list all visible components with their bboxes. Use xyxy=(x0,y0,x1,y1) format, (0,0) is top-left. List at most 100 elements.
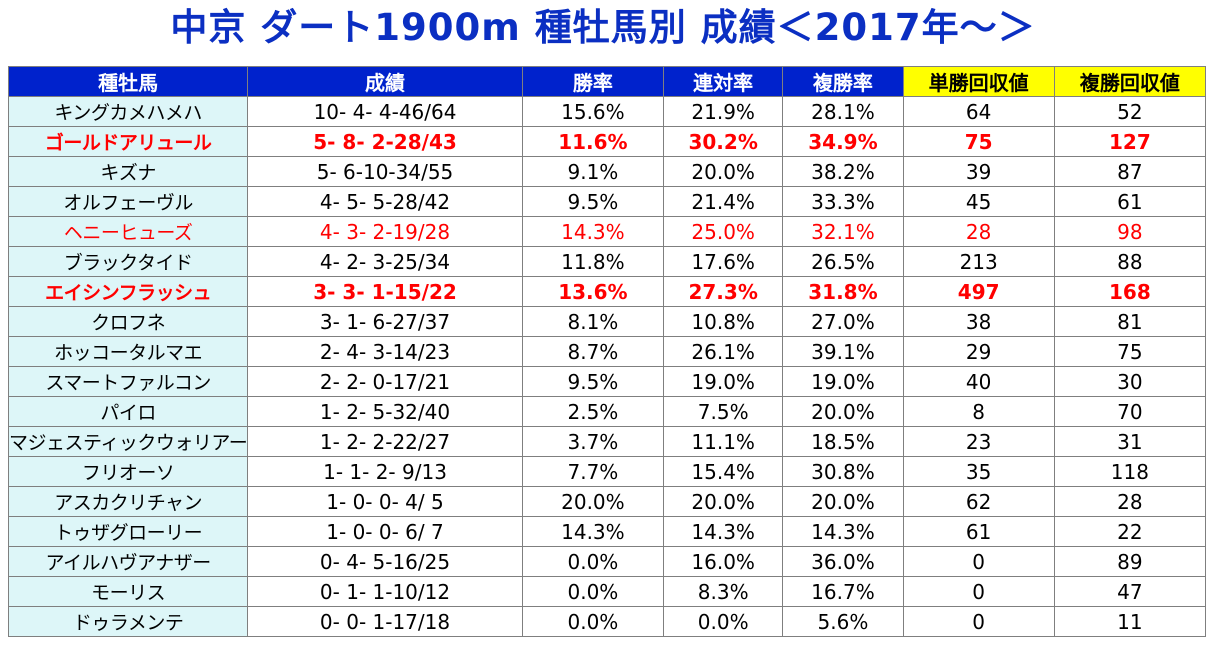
cell-win-rate: 15.6% xyxy=(521,96,665,127)
header-place-return: 複勝回収値 xyxy=(1053,66,1206,97)
cell-quinella-rate: 0.0% xyxy=(663,606,784,637)
cell-record: 1- 0- 0- 4/ 5 xyxy=(247,486,523,517)
cell-quinella-rate: 14.3% xyxy=(663,516,784,547)
table-row: ヘニーヒューズ 4- 3- 2-19/28 14.3% 25.0% 32.1% 28 98 xyxy=(7,216,1206,247)
cell-quinella-rate: 20.0% xyxy=(663,156,784,187)
cell-sire: キズナ xyxy=(7,156,249,187)
cell-sire: ゴールドアリュール xyxy=(7,126,249,157)
cell-win-return: 62 xyxy=(902,486,1055,517)
cell-record: 5- 8- 2-28/43 xyxy=(247,126,523,157)
cell-sire: ホッコータルマエ xyxy=(7,336,249,367)
cell-record: 3- 1- 6-27/37 xyxy=(247,306,523,337)
cell-win-return: 0 xyxy=(902,576,1055,607)
cell-quinella-rate: 10.8% xyxy=(663,306,784,337)
header-record: 成績 xyxy=(247,66,523,97)
cell-quinella-rate: 7.5% xyxy=(663,396,784,427)
cell-sire: エイシンフラッシュ xyxy=(7,276,249,307)
cell-win-return: 75 xyxy=(902,126,1055,157)
cell-record: 3- 3- 1-15/22 xyxy=(247,276,523,307)
cell-record: 4- 5- 5-28/42 xyxy=(247,186,523,217)
cell-sire: フリオーソ xyxy=(7,456,249,487)
cell-win-return: 40 xyxy=(902,366,1055,397)
table-row: パイロ 1- 2- 5-32/40 2.5% 7.5% 20.0% 8 70 xyxy=(7,396,1206,427)
sire-stats-table: 種牡馬 成績 勝率 連対率 複勝率 単勝回収値 複勝回収値 キングカメハメハ 10… xyxy=(7,66,1206,637)
cell-record: 1- 2- 2-22/27 xyxy=(247,426,523,457)
cell-sire: ドゥラメンテ xyxy=(7,606,249,637)
cell-win-return: 0 xyxy=(902,606,1055,637)
table-row: クロフネ 3- 1- 6-27/37 8.1% 10.8% 27.0% 38 81 xyxy=(7,306,1206,337)
cell-place-return: 70 xyxy=(1053,396,1206,427)
cell-win-return: 38 xyxy=(902,306,1055,337)
cell-quinella-rate: 27.3% xyxy=(663,276,784,307)
cell-sire: ブラックタイド xyxy=(7,246,249,277)
cell-quinella-rate: 30.2% xyxy=(663,126,784,157)
cell-quinella-rate: 21.9% xyxy=(663,96,784,127)
cell-place-return: 168 xyxy=(1053,276,1206,307)
cell-record: 2- 2- 0-17/21 xyxy=(247,366,523,397)
cell-quinella-rate: 26.1% xyxy=(663,336,784,367)
cell-win-rate: 0.0% xyxy=(521,546,665,577)
cell-place-return: 52 xyxy=(1053,96,1206,127)
cell-win-return: 61 xyxy=(902,516,1055,547)
cell-win-rate: 9.1% xyxy=(521,156,665,187)
table-row: キズナ 5- 6-10-34/55 9.1% 20.0% 38.2% 39 87 xyxy=(7,156,1206,187)
cell-win-return: 0 xyxy=(902,546,1055,577)
cell-place-rate: 16.7% xyxy=(782,576,904,607)
cell-place-rate: 38.2% xyxy=(782,156,904,187)
table-row: ホッコータルマエ 2- 4- 3-14/23 8.7% 26.1% 39.1% 29 75 xyxy=(7,336,1206,367)
cell-place-rate: 14.3% xyxy=(782,516,904,547)
table-row: トゥザグローリー 1- 0- 0- 6/ 7 14.3% 14.3% 14.3% 61 22 xyxy=(7,516,1206,547)
cell-quinella-rate: 19.0% xyxy=(663,366,784,397)
table-row: エイシンフラッシュ 3- 3- 1-15/22 13.6% 27.3% 31.8% 497… xyxy=(7,276,1206,307)
table-row: ブラックタイド 4- 2- 3-25/34 11.8% 17.6% 26.5% 213 88 xyxy=(7,246,1206,277)
header-quinella-rate: 連対率 xyxy=(663,66,784,97)
table-row: スマートファルコン 2- 2- 0-17/21 9.5% 19.0% 19.0% 40 30 xyxy=(7,366,1206,397)
cell-place-rate: 34.9% xyxy=(782,126,904,157)
cell-place-return: 98 xyxy=(1053,216,1206,247)
table-row: ドゥラメンテ 0- 0- 1-17/18 0.0% 0.0% 5.6% 0 11 xyxy=(7,606,1206,637)
cell-quinella-rate: 8.3% xyxy=(663,576,784,607)
cell-win-return: 23 xyxy=(902,426,1055,457)
table-row: モーリス 0- 1- 1-10/12 0.0% 8.3% 16.7% 0 47 xyxy=(7,576,1206,607)
cell-sire: スマートファルコン xyxy=(7,366,249,397)
cell-record: 0- 1- 1-10/12 xyxy=(247,576,523,607)
cell-win-rate: 11.6% xyxy=(521,126,665,157)
cell-place-return: 22 xyxy=(1053,516,1206,547)
cell-win-return: 497 xyxy=(902,276,1055,307)
cell-place-rate: 28.1% xyxy=(782,96,904,127)
table-row: マジェスティックウォリアー 1- 2- 2-22/27 3.7% 11.1% 18.5%… xyxy=(7,426,1206,457)
header-win-rate: 勝率 xyxy=(521,66,665,97)
cell-win-return: 29 xyxy=(902,336,1055,367)
cell-quinella-rate: 21.4% xyxy=(663,186,784,217)
table-body: キングカメハメハ 10- 4- 4-46/64 15.6% 21.9% 28.1% 64 5… xyxy=(7,96,1206,637)
cell-win-rate: 3.7% xyxy=(521,426,665,457)
cell-sire: マジェスティックウォリアー xyxy=(7,426,249,457)
cell-quinella-rate: 16.0% xyxy=(663,546,784,577)
table-row: ゴールドアリュール 5- 8- 2-28/43 11.6% 30.2% 34.9% 75 1… xyxy=(7,126,1206,157)
table-row: アスカクリチャン 1- 0- 0- 4/ 5 20.0% 20.0% 20.0% 62 28 xyxy=(7,486,1206,517)
cell-sire: ヘニーヒューズ xyxy=(7,216,249,247)
table-row: オルフェーヴル 4- 5- 5-28/42 9.5% 21.4% 33.3% 45 61 xyxy=(7,186,1206,217)
cell-sire: パイロ xyxy=(7,396,249,427)
cell-win-return: 45 xyxy=(902,186,1055,217)
cell-win-rate: 14.3% xyxy=(521,516,665,547)
cell-record: 0- 4- 5-16/25 xyxy=(247,546,523,577)
cell-win-rate: 13.6% xyxy=(521,276,665,307)
cell-place-rate: 32.1% xyxy=(782,216,904,247)
cell-win-rate: 8.1% xyxy=(521,306,665,337)
cell-sire: トゥザグローリー xyxy=(7,516,249,547)
cell-sire: アイルハヴアナザー xyxy=(7,546,249,577)
cell-sire: キングカメハメハ xyxy=(7,96,249,127)
cell-place-rate: 39.1% xyxy=(782,336,904,367)
cell-place-return: 118 xyxy=(1053,456,1206,487)
cell-quinella-rate: 20.0% xyxy=(663,486,784,517)
cell-win-rate: 2.5% xyxy=(521,396,665,427)
cell-quinella-rate: 11.1% xyxy=(663,426,784,457)
cell-place-return: 61 xyxy=(1053,186,1206,217)
table-row: アイルハヴアナザー 0- 4- 5-16/25 0.0% 16.0% 36.0% 0 89 xyxy=(7,546,1206,577)
cell-place-rate: 19.0% xyxy=(782,366,904,397)
cell-place-rate: 18.5% xyxy=(782,426,904,457)
header-row: 種牡馬 成績 勝率 連対率 複勝率 単勝回収値 複勝回収値 xyxy=(7,66,1206,97)
cell-record: 2- 4- 3-14/23 xyxy=(247,336,523,367)
header-place-rate: 複勝率 xyxy=(782,66,904,97)
